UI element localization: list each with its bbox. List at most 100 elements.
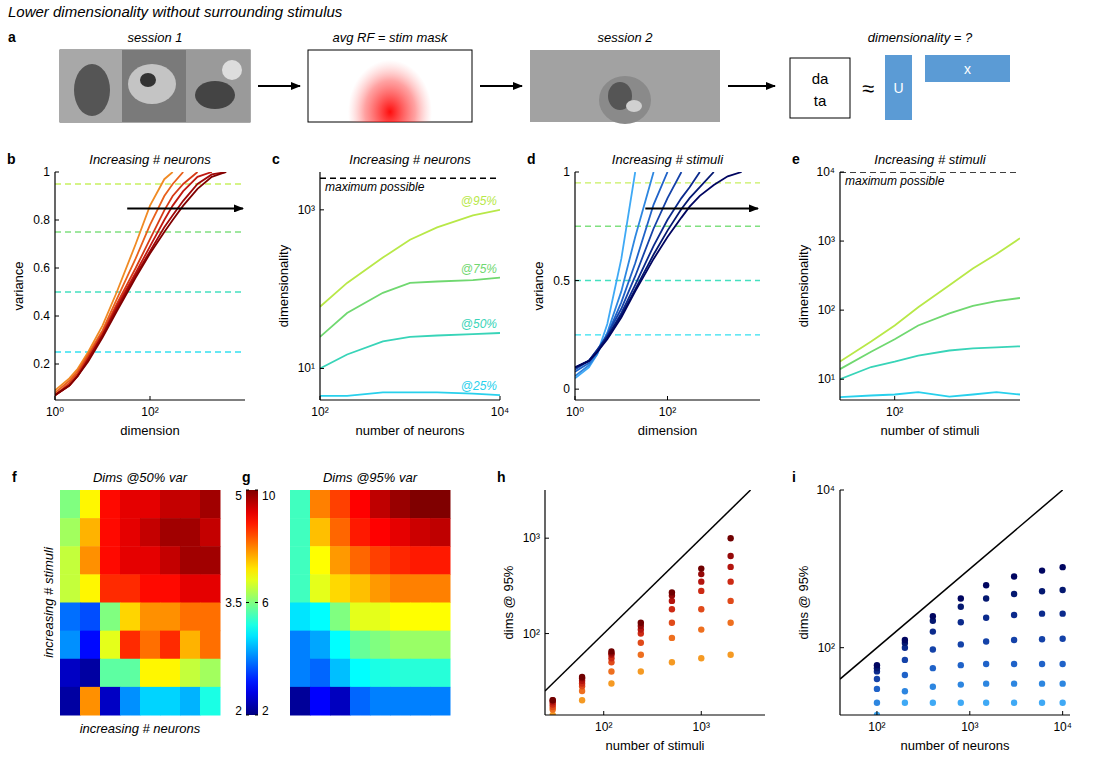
colorbar-tick-label: 5: [235, 489, 242, 503]
heatmap-cell: [370, 603, 391, 632]
scatter-point: [1039, 661, 1045, 667]
heatmap-cell: [370, 546, 391, 575]
heatmap-cell: [180, 631, 201, 660]
heatmap-cell: [160, 603, 181, 632]
heatmap-cell: [80, 546, 101, 575]
x-tick-label: 10²: [886, 405, 903, 419]
image-object: [74, 64, 110, 116]
flow-arrow: [258, 85, 300, 87]
y-tick: [545, 538, 549, 539]
heatmap-cell: [100, 574, 121, 603]
colorbar-tick-label: 10: [262, 489, 276, 503]
heatmap-cell: [60, 518, 81, 547]
heatmap-cell: [120, 518, 141, 547]
heatmap-cell: [160, 490, 181, 519]
heatmap-cell: [60, 631, 81, 660]
factor-u: [885, 55, 912, 120]
heatmap-cell: [410, 631, 431, 660]
scatter-point: [983, 661, 989, 667]
y-tick: [840, 241, 844, 242]
factor-label: x: [964, 61, 971, 77]
heatmap-cell: [200, 546, 221, 575]
x-axis-title: dimension: [638, 423, 697, 438]
x-tick: [150, 396, 151, 400]
heatmap-cell: [120, 603, 141, 632]
scatter-point: [930, 628, 936, 634]
avg-rf: [348, 60, 432, 122]
scatter-point: [1039, 636, 1045, 642]
heatmap-cell: [410, 490, 431, 519]
scatter-point: [1059, 635, 1065, 641]
reference-line: [320, 178, 500, 179]
heatmap-cell: [430, 546, 451, 575]
panel-letter: d: [527, 151, 536, 167]
x-tick: [876, 711, 877, 715]
y-tick: [55, 364, 59, 365]
series-line: [575, 172, 654, 376]
heatmap-cell: [390, 687, 411, 716]
heatmap-cell: [180, 574, 201, 603]
series-label: @75%: [461, 262, 498, 276]
heatmap-cell: [390, 518, 411, 547]
y-axis: [54, 172, 55, 400]
scatter-point: [727, 564, 733, 570]
factor-x: [925, 55, 1010, 82]
series-line: [840, 392, 1020, 397]
scatter-point: [958, 700, 964, 706]
identity-line: [840, 490, 1063, 679]
series-line: [575, 172, 668, 372]
y-axis: [574, 172, 575, 400]
heatmap-cell: [370, 659, 391, 688]
heatmap-cell: [370, 518, 391, 547]
heatmap-cell: [370, 687, 391, 716]
scatter-point: [1039, 610, 1045, 616]
heatmap-cell: [120, 546, 141, 575]
heatmap-cell: [80, 631, 101, 660]
step-label: session 2: [598, 30, 654, 45]
y-tick-label: 0: [563, 382, 570, 396]
y-tick: [840, 172, 844, 173]
y-tick: [55, 172, 59, 173]
series-line: [320, 333, 500, 368]
figure-title: Lower dimensionality without surrounding…: [8, 3, 343, 20]
heatmap: [290, 490, 451, 716]
scatter-point: [1011, 700, 1017, 706]
scatter-point: [930, 646, 936, 652]
heatmap-cell: [350, 631, 371, 660]
x-tick: [894, 396, 895, 400]
scatter-point: [1059, 587, 1065, 593]
heatmap-cell: [350, 546, 371, 575]
scatter-point: [669, 635, 675, 641]
heatmap-cell: [80, 518, 101, 547]
scatter-point: [1059, 661, 1065, 667]
scatter-point: [727, 553, 733, 559]
data-matrix: [790, 58, 850, 118]
scatter-point: [958, 595, 964, 601]
series-label: @25%: [461, 379, 498, 393]
x-tick-label: 10⁴: [491, 405, 510, 419]
heatmap-cell: [100, 546, 121, 575]
y-tick-label: 0.8: [33, 213, 50, 227]
scatter-point: [1011, 591, 1017, 597]
x-tick: [1062, 711, 1063, 715]
scatter-point: [1059, 700, 1065, 706]
heatmap-cell: [80, 687, 101, 716]
y-axis: [544, 490, 545, 715]
colorbar-tick: [246, 602, 249, 603]
heatmap-cell: [430, 518, 451, 547]
heatmap-cell: [310, 659, 331, 688]
heatmap-cell: [200, 603, 221, 632]
x-tick-label: 10⁰: [46, 405, 64, 419]
y-tick-label: 0.6: [33, 261, 50, 275]
heatmap-cell: [100, 518, 121, 547]
panel-title: Increasing # stimuli: [874, 152, 986, 167]
scatter-point: [608, 680, 614, 686]
scatter-point: [698, 565, 704, 571]
y-tick: [840, 647, 844, 648]
heatmap-cell: [330, 603, 351, 632]
scatter-point: [874, 700, 880, 706]
y-tick-label: 1: [563, 165, 570, 179]
scatter-point: [698, 606, 704, 612]
heatmap-cell: [330, 546, 351, 575]
panel-letter: i: [792, 469, 796, 485]
